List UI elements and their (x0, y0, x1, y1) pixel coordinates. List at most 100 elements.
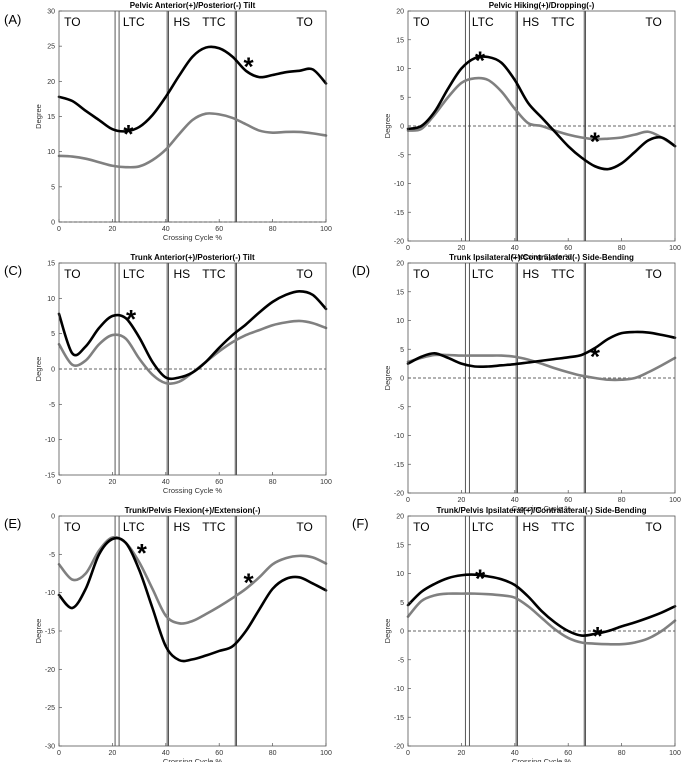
phase-label: TTC (551, 520, 575, 534)
x-tick-label: 20 (109, 750, 117, 757)
x-axis-label: Crossing Cycle % (163, 233, 223, 242)
x-axis-label: Crossing Cycle % (512, 504, 572, 513)
phase-label: TO (413, 15, 429, 29)
x-tick-label: 60 (564, 245, 572, 252)
x-tick-label: 0 (57, 479, 61, 486)
x-tick-label: 40 (511, 497, 519, 504)
x-tick-label: 40 (162, 479, 170, 486)
panel-3: (C) Trunk Anterior(+)/Posterior(-) Tilt TO… (4, 253, 332, 495)
phase-label: HS (522, 520, 539, 534)
series-line-gray (57, 535, 328, 625)
y-tick-label: -15 (45, 473, 55, 480)
y-tick-label: -20 (45, 667, 55, 674)
significance-asterisk: * (126, 304, 137, 334)
x-tick-label: 0 (406, 750, 410, 757)
y-tick-label: -5 (398, 404, 404, 411)
x-tick-label: 0 (406, 497, 410, 504)
phase-label: HS (522, 15, 539, 29)
y-tick-label: 0 (400, 376, 404, 383)
phase-label: HS (173, 15, 190, 29)
y-tick-label: -30 (45, 744, 55, 751)
y-tick-label: -20 (394, 491, 404, 498)
y-tick-label: 5 (51, 331, 55, 338)
phase-label: HS (522, 267, 539, 281)
y-tick-label: 5 (400, 95, 404, 102)
phase-label: LTC (123, 267, 145, 281)
y-tick-label: 0 (51, 220, 55, 227)
y-axis-label: Degree (34, 357, 43, 382)
series-line-black (406, 55, 677, 171)
x-tick-label: 20 (109, 479, 117, 486)
y-tick-label: 30 (47, 9, 55, 16)
phase-label: LTC (123, 520, 145, 534)
x-tick-label: 100 (320, 226, 332, 233)
y-tick-label: -15 (394, 210, 404, 217)
x-tick-label: 40 (511, 750, 519, 757)
y-tick-label: 5 (400, 347, 404, 354)
significance-asterisk: * (137, 538, 148, 568)
x-tick-label: 100 (320, 750, 332, 757)
y-tick-label: 10 (47, 296, 55, 303)
significance-asterisk: * (475, 45, 486, 75)
significance-asterisk: * (590, 342, 601, 372)
y-tick-label: 10 (47, 149, 55, 156)
panel-label: (E) (4, 516, 21, 531)
y-tick-label: 15 (47, 114, 55, 121)
x-tick-label: 80 (269, 750, 277, 757)
y-tick-label: -25 (45, 705, 55, 712)
chart-title: Pelvic Anterior(+)/Posterior(-) Tilt (130, 1, 256, 10)
x-tick-label: 100 (669, 245, 681, 252)
x-tick-label: 40 (511, 245, 519, 252)
x-axis-label: Crossing Cycle % (163, 757, 223, 762)
x-tick-label: 20 (458, 245, 466, 252)
y-axis-label: Degree (383, 366, 392, 391)
series-line-black (406, 330, 677, 369)
series-line-black (57, 536, 328, 663)
y-axis-label: Degree (383, 114, 392, 139)
significance-asterisk: * (244, 52, 255, 82)
y-tick-label: 20 (47, 79, 55, 86)
x-tick-label: 20 (458, 497, 466, 504)
y-tick-label: 0 (51, 367, 55, 374)
x-tick-label: 100 (669, 750, 681, 757)
phase-label: TTC (202, 520, 226, 534)
y-tick-label: 20 (396, 9, 404, 16)
y-tick-label: -10 (394, 181, 404, 188)
y-tick-label: 5 (51, 184, 55, 191)
y-tick-label: -5 (49, 402, 55, 409)
y-tick-label: 0 (51, 514, 55, 521)
y-axis-label: Degree (383, 619, 392, 644)
y-axis-label: Degree (34, 619, 43, 644)
x-tick-label: 60 (215, 226, 223, 233)
x-tick-label: 80 (618, 497, 626, 504)
x-axis-label: Crossing Cycle % (512, 252, 572, 261)
phase-label: TTC (551, 267, 575, 281)
x-tick-label: 0 (57, 226, 61, 233)
chart-title: Trunk/Pelvis Flexion(+)/Extension(-) (125, 506, 261, 515)
chart-title: Trunk/Pelvis Ipsilateral(+)/Contralatera… (436, 506, 646, 515)
y-tick-label: -10 (45, 590, 55, 597)
y-tick-label: 20 (396, 261, 404, 268)
series-line-gray (406, 592, 677, 646)
plot-area (59, 516, 326, 746)
x-tick-label: 80 (269, 226, 277, 233)
phase-label: TO (64, 15, 80, 29)
y-tick-label: 15 (396, 542, 404, 549)
x-tick-label: 100 (669, 497, 681, 504)
series-line-black (57, 289, 328, 381)
x-tick-label: 60 (564, 750, 572, 757)
panel-label: (A) (4, 12, 21, 27)
chart-title: Trunk Anterior(+)/Posterior(-) Tilt (130, 253, 255, 262)
x-tick-label: 20 (109, 226, 117, 233)
y-tick-label: -10 (394, 686, 404, 693)
panel-5: (E) Trunk/Pelvis Flexion(+)/Extension(-) T… (4, 506, 332, 762)
y-tick-label: -10 (394, 433, 404, 440)
y-tick-label: 20 (396, 514, 404, 521)
y-tick-label: -5 (398, 657, 404, 664)
phase-label: TO (413, 520, 429, 534)
phase-label: TO (413, 267, 429, 281)
x-tick-label: 100 (320, 479, 332, 486)
series-line-gray (406, 353, 677, 382)
x-tick-label: 20 (458, 750, 466, 757)
